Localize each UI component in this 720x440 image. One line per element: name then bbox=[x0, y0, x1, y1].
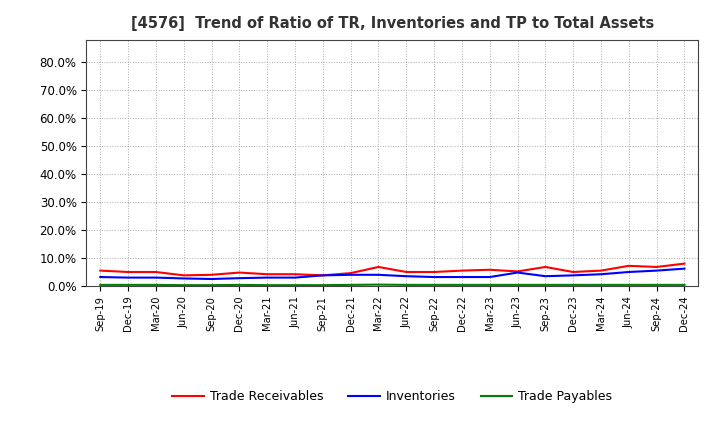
Trade Receivables bbox=[485, 267, 494, 272]
Trade Receivables bbox=[652, 264, 661, 270]
Line: Trade Receivables: Trade Receivables bbox=[100, 264, 685, 275]
Trade Receivables bbox=[430, 269, 438, 275]
Trade Payables bbox=[179, 282, 188, 288]
Inventories bbox=[124, 275, 132, 280]
Line: Inventories: Inventories bbox=[100, 269, 685, 279]
Inventories bbox=[346, 272, 355, 278]
Inventories bbox=[263, 275, 271, 280]
Trade Receivables bbox=[263, 271, 271, 277]
Trade Receivables bbox=[374, 264, 383, 270]
Trade Payables bbox=[346, 282, 355, 287]
Legend: Trade Receivables, Inventories, Trade Payables: Trade Receivables, Inventories, Trade Pa… bbox=[168, 385, 617, 408]
Trade Receivables bbox=[513, 269, 522, 274]
Inventories bbox=[652, 268, 661, 273]
Title: [4576]  Trend of Ratio of TR, Inventories and TP to Total Assets: [4576] Trend of Ratio of TR, Inventories… bbox=[131, 16, 654, 32]
Inventories bbox=[318, 273, 327, 278]
Trade Receivables bbox=[207, 272, 216, 278]
Inventories bbox=[513, 270, 522, 275]
Trade Payables bbox=[374, 282, 383, 287]
Inventories bbox=[680, 266, 689, 271]
Trade Receivables bbox=[318, 273, 327, 278]
Trade Payables bbox=[458, 282, 467, 287]
Trade Payables bbox=[207, 282, 216, 288]
Inventories bbox=[569, 273, 577, 278]
Trade Receivables bbox=[597, 268, 606, 273]
Trade Payables bbox=[597, 282, 606, 287]
Trade Receivables bbox=[458, 268, 467, 273]
Trade Payables bbox=[513, 282, 522, 287]
Trade Receivables bbox=[624, 263, 633, 268]
Trade Payables bbox=[541, 282, 550, 287]
Inventories bbox=[291, 275, 300, 280]
Inventories bbox=[96, 275, 104, 280]
Trade Receivables bbox=[291, 271, 300, 277]
Trade Payables bbox=[291, 282, 300, 288]
Inventories bbox=[485, 275, 494, 280]
Trade Receivables bbox=[402, 269, 410, 275]
Inventories bbox=[152, 275, 161, 280]
Trade Payables bbox=[430, 282, 438, 287]
Inventories bbox=[402, 274, 410, 279]
Inventories bbox=[207, 276, 216, 282]
Trade Payables bbox=[652, 282, 661, 287]
Trade Payables bbox=[318, 282, 327, 288]
Trade Payables bbox=[96, 282, 104, 287]
Trade Receivables bbox=[235, 270, 243, 275]
Inventories bbox=[374, 272, 383, 278]
Trade Receivables bbox=[346, 271, 355, 276]
Inventories bbox=[597, 271, 606, 277]
Trade Receivables bbox=[541, 264, 550, 270]
Inventories bbox=[235, 275, 243, 281]
Trade Receivables bbox=[124, 269, 132, 275]
Trade Payables bbox=[624, 282, 633, 287]
Trade Payables bbox=[569, 282, 577, 287]
Inventories bbox=[179, 276, 188, 281]
Inventories bbox=[430, 275, 438, 280]
Trade Payables bbox=[263, 282, 271, 288]
Inventories bbox=[541, 274, 550, 279]
Trade Payables bbox=[124, 282, 132, 287]
Inventories bbox=[458, 275, 467, 280]
Trade Payables bbox=[680, 282, 689, 287]
Trade Receivables bbox=[179, 273, 188, 278]
Trade Payables bbox=[485, 282, 494, 287]
Trade Receivables bbox=[569, 269, 577, 275]
Trade Receivables bbox=[96, 268, 104, 273]
Trade Payables bbox=[402, 282, 410, 287]
Trade Payables bbox=[152, 282, 161, 287]
Inventories bbox=[624, 269, 633, 275]
Trade Receivables bbox=[680, 261, 689, 266]
Trade Receivables bbox=[152, 269, 161, 275]
Trade Payables bbox=[235, 282, 243, 287]
